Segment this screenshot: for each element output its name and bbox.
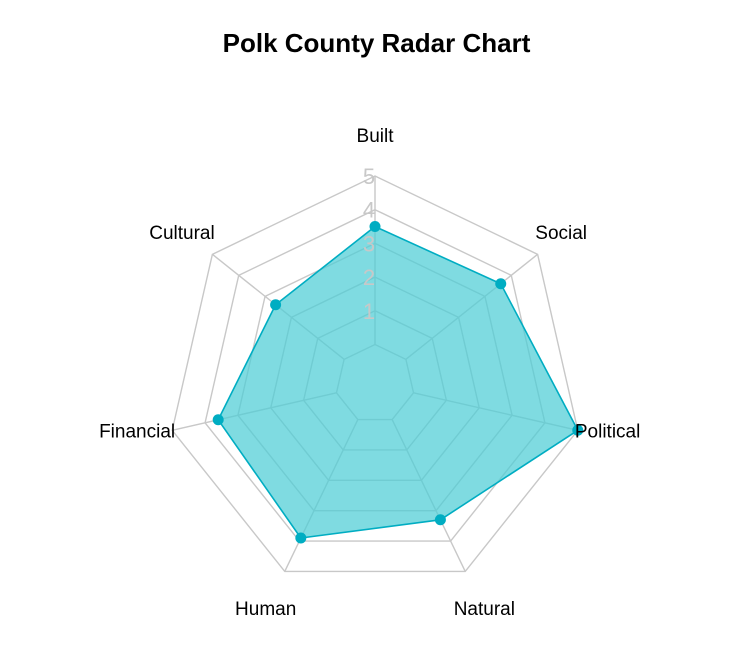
tick-label-1: 1 (363, 299, 375, 324)
axis-label-political: Political (575, 421, 640, 442)
radar-axis-labels: Built Social Political Natural Human Financia… (99, 126, 640, 620)
series-area (217, 225, 579, 539)
tick-label-5: 5 (363, 164, 375, 189)
axis-label-built: Built (357, 126, 395, 147)
tick-label-2: 2 (363, 265, 375, 290)
data-point-natural (434, 514, 446, 526)
data-point-cultural (270, 299, 282, 311)
chart-title: Polk County Radar Chart (222, 28, 531, 58)
radar-tick-labels: 1 2 3 4 5 (363, 164, 375, 324)
data-point-human (295, 532, 307, 544)
axis-label-financial: Financial (99, 421, 175, 442)
grid-ring-5 (171, 175, 579, 573)
data-point-built (369, 221, 381, 233)
radar-series (212, 221, 584, 544)
data-point-financial (212, 414, 224, 426)
data-point-social (495, 278, 507, 290)
axis-label-social: Social (535, 223, 587, 244)
grid-ring-4 (204, 208, 546, 542)
data-point-political (572, 424, 584, 436)
axis-label-natural: Natural (454, 599, 515, 620)
tick-label-4: 4 (363, 198, 375, 223)
axis-label-cultural: Cultural (149, 223, 214, 244)
tick-label-3: 3 (363, 231, 375, 256)
axis-label-human: Human (235, 599, 296, 620)
